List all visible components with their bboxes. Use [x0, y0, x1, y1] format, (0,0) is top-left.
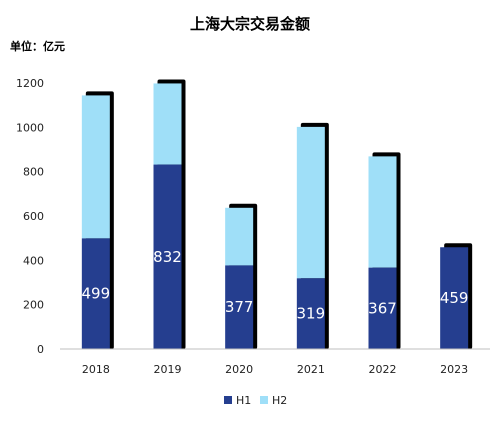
bar-h1: [153, 164, 182, 349]
bar-h1: [225, 265, 254, 349]
y-tick-label: 200: [23, 299, 44, 312]
x-tick-label: 2019: [154, 363, 182, 376]
data-label-h1: 832: [153, 248, 182, 266]
bar-h2: [153, 83, 182, 165]
legend-label-h2: H2: [272, 394, 287, 407]
data-label-h1: 499: [82, 285, 111, 303]
data-label-h1: 367: [368, 299, 397, 317]
bar-h2: [225, 207, 254, 266]
bar-h1: [296, 278, 325, 349]
legend-swatch-h2: [260, 396, 268, 404]
data-label-h1: 377: [225, 298, 254, 316]
bar-h1: [368, 267, 397, 349]
x-tick-label: 2018: [82, 363, 110, 376]
unit-label: 单位：亿元: [10, 40, 65, 53]
x-tick-label: 2023: [440, 363, 468, 376]
bar-h2: [368, 156, 397, 268]
data-label-h1: 319: [297, 305, 326, 323]
y-tick-label: 1200: [16, 77, 44, 90]
bar-h1: [81, 238, 110, 349]
bar-h1: [440, 247, 469, 349]
legend-label-h1: H1: [236, 394, 251, 407]
y-tick-label: 1000: [16, 121, 44, 134]
y-tick-label: 600: [23, 210, 44, 223]
bar-h2: [81, 95, 110, 239]
y-tick-label: 800: [23, 166, 44, 179]
x-tick-label: 2022: [369, 363, 397, 376]
legend-swatch-h1: [224, 396, 232, 404]
y-tick-label: 0: [37, 343, 44, 356]
y-tick-label: 400: [23, 254, 44, 267]
x-tick-label: 2020: [225, 363, 253, 376]
data-label-h1: 459: [440, 289, 469, 307]
chart-title: 上海大宗交易金额: [189, 15, 310, 33]
bar-h2: [296, 126, 325, 279]
x-tick-label: 2021: [297, 363, 325, 376]
